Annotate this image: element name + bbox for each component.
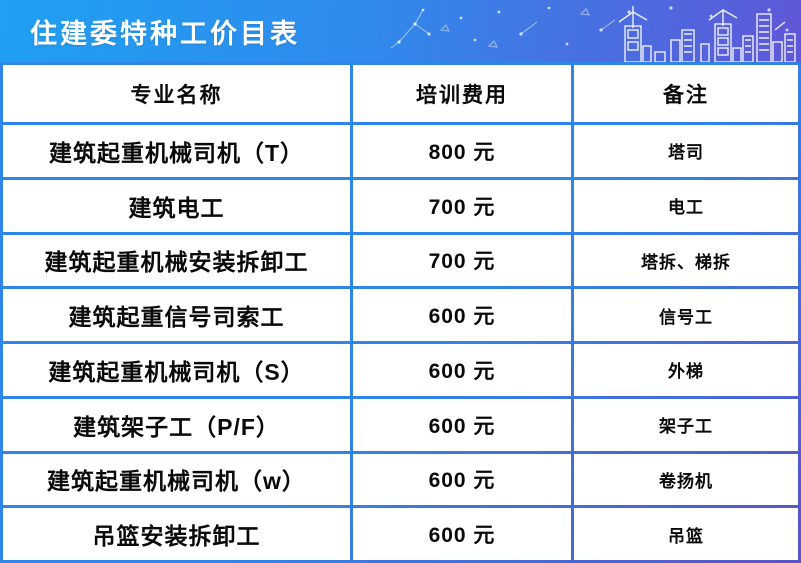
row-name-cell: 建筑起重机械司机（T） [3,125,350,177]
row-note-cell: 吊篮 [574,508,798,560]
row-name-cell: 建筑架子工（P/F） [3,398,350,451]
row-name-cell: 建筑起重信号司索工 [3,289,350,341]
row-name-cell: 吊篮安装拆卸工 [3,508,350,560]
row-fee-cell: 800 元 [353,125,571,177]
row-name-cell: 建筑起重机械司机（w） [3,453,350,506]
row-fee-cell: 600 元 [353,289,571,341]
row-note-cell: 架子工 [574,398,798,451]
page-title: 住建委特种工价目表 [30,18,300,49]
price-table: 专业名称 培训费用 备注 建筑起重机械司机（T） 800 元 塔司 建筑电工 7… [0,62,801,563]
row-name-cell: 建筑电工 [3,179,350,232]
row-name-cell: 建筑起重机械司机（S） [3,344,350,396]
banner: 住建委特种工价目表 [0,0,801,62]
column-header-note: 备注 [574,65,798,122]
row-note-cell: 电工 [574,179,798,232]
row-fee-cell: 700 元 [353,179,571,232]
row-fee-cell: 600 元 [353,453,571,506]
row-fee-cell: 600 元 [353,508,571,560]
row-note-cell: 卷扬机 [574,453,798,506]
row-fee-cell: 600 元 [353,344,571,396]
city-skyline-decoration [390,6,796,62]
row-note-cell: 信号工 [574,289,798,341]
row-fee-cell: 700 元 [353,234,571,287]
column-header-fee: 培训费用 [353,65,571,122]
row-name-cell: 建筑起重机械安装拆卸工 [3,234,350,287]
row-note-cell: 塔司 [574,125,798,177]
row-fee-cell: 600 元 [353,398,571,451]
row-note-cell: 塔拆、梯拆 [574,234,798,287]
column-header-name: 专业名称 [3,65,350,122]
row-note-cell: 外梯 [574,344,798,396]
